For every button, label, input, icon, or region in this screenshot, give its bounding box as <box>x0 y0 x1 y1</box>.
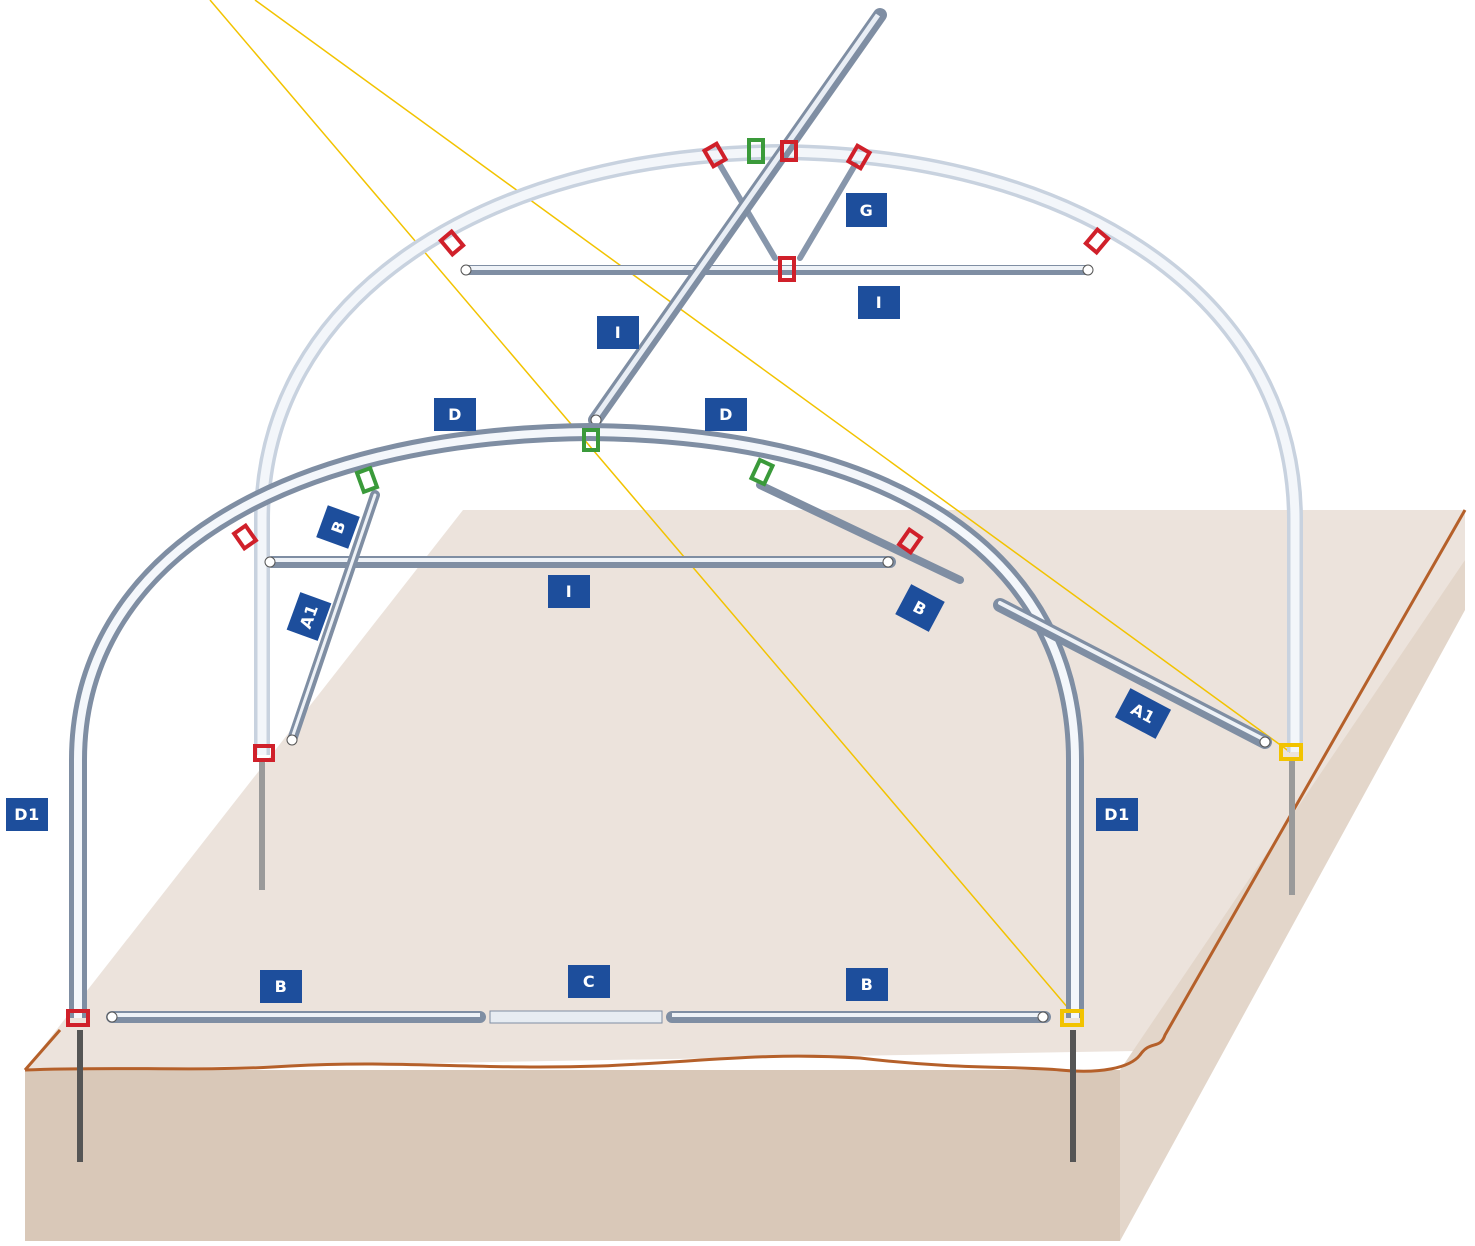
clip-yellow <box>1060 1009 1084 1027</box>
rear-crossbar <box>460 264 1094 276</box>
ground-top-surface <box>25 510 1465 1070</box>
front-crossbar <box>264 556 896 568</box>
front-anchors <box>77 1030 1076 1162</box>
clip-green <box>747 138 765 164</box>
clip-red <box>778 256 796 282</box>
ground <box>23 509 1467 1241</box>
clip-red <box>780 140 798 162</box>
alignment-guides <box>209 0 1291 1016</box>
label-D1-right: D1 <box>1096 798 1138 831</box>
clip-red <box>896 526 924 556</box>
clip-red <box>438 228 466 258</box>
clip-red <box>253 744 275 762</box>
bottom-bar <box>106 1010 1051 1024</box>
clip-green <box>582 428 600 452</box>
label-C: C <box>568 965 610 998</box>
label-B-bottom-right: B <box>846 968 888 1001</box>
label-B-bottom-left: B <box>260 970 302 1003</box>
clips <box>66 138 1303 1027</box>
ground-side-face <box>1120 560 1465 1241</box>
clip-yellow <box>1279 743 1303 761</box>
clip-red <box>231 522 259 552</box>
clip-red <box>66 1009 90 1027</box>
diagonal-brace <box>588 8 887 427</box>
label-D-right: D <box>705 398 747 431</box>
label-I-top: I <box>858 286 900 319</box>
clip-red <box>845 142 873 172</box>
braces <box>286 481 1272 749</box>
clip-green <box>748 457 776 487</box>
ground-front-face <box>25 1070 1120 1241</box>
label-G: G <box>846 193 887 227</box>
label-D-left: D <box>434 398 476 431</box>
clip-red <box>1083 226 1111 256</box>
guide-line-1 <box>209 0 1075 1016</box>
front-arch <box>69 422 1084 1018</box>
label-D1-left: D1 <box>6 798 48 831</box>
ground-edge-line <box>23 509 1467 1073</box>
guide-line-2 <box>254 0 1291 753</box>
clip-green <box>354 465 380 495</box>
label-I-diag: I <box>597 316 639 349</box>
label-I-front: I <box>548 575 590 608</box>
clip-red <box>701 140 729 170</box>
